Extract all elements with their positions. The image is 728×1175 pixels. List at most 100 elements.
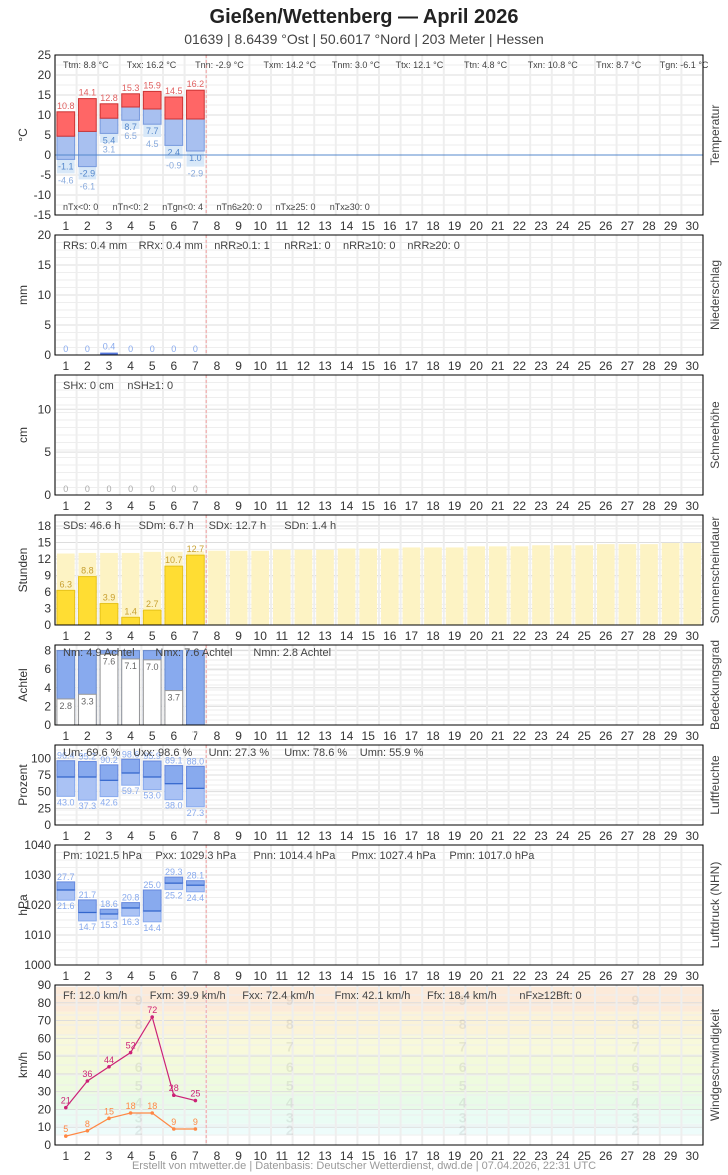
x-tick-label: 5 xyxy=(149,219,156,233)
beaufort-label: 6 xyxy=(459,1059,467,1075)
y-tick-label: 50 xyxy=(38,1049,52,1063)
x-tick-label: 20 xyxy=(470,499,484,513)
x-tick-label: 25 xyxy=(578,729,592,743)
y-tick-label: 6 xyxy=(44,662,51,676)
beaufort-label: 3 xyxy=(135,1110,143,1126)
x-tick-label: 15 xyxy=(362,969,376,983)
x-tick-label: 21 xyxy=(491,499,505,513)
humidity-lower-bar xyxy=(186,787,205,808)
stat-label: Tnx: 8.7 °C xyxy=(596,60,642,70)
beaufort-label: 2 xyxy=(286,1122,294,1138)
x-tick-label: 14 xyxy=(340,1149,354,1163)
y-tick-label: 5 xyxy=(44,128,51,142)
possible-sunshine-bar xyxy=(618,544,637,625)
possible-sunshine-bar xyxy=(359,548,378,625)
x-tick-label: 27 xyxy=(621,729,635,743)
svg-text:21: 21 xyxy=(61,1096,71,1106)
svg-text:72: 72 xyxy=(147,1005,157,1015)
pressure-lower-bar xyxy=(56,889,76,901)
x-tick-label: 15 xyxy=(362,629,376,643)
stat-label: SHx: 0 cm xyxy=(63,380,114,392)
svg-text:0: 0 xyxy=(171,484,176,494)
beaufort-label: 7 xyxy=(286,1038,294,1054)
x-tick-label: 2 xyxy=(84,629,91,643)
svg-text:36: 36 xyxy=(82,1069,92,1079)
pressure-upper-bar xyxy=(99,908,119,915)
pressure-lower-bar xyxy=(186,884,205,893)
x-tick-label: 7 xyxy=(192,829,199,843)
x-tick-label: 19 xyxy=(448,359,462,373)
y-tick-label: 20 xyxy=(38,228,52,242)
x-tick-label: 11 xyxy=(276,359,289,373)
x-tick-label: 8 xyxy=(214,1149,221,1163)
wind-panel: 90 80 70 60 50 40 30 20 10 0 km/h Windgeschwindigke… xyxy=(16,978,722,1163)
y-tick-label: 10 xyxy=(38,402,52,416)
x-tick-label: 24 xyxy=(556,729,570,743)
x-tick-label: 1 xyxy=(62,729,69,743)
stat-label: Fxx: 72.4 km/h xyxy=(242,990,314,1002)
x-tick-label: 23 xyxy=(534,969,548,983)
possible-sunshine-bar xyxy=(251,550,270,625)
x-tick-label: 9 xyxy=(235,729,242,743)
svg-text:95.9: 95.9 xyxy=(143,751,161,761)
svg-text:3.7: 3.7 xyxy=(168,693,181,703)
x-tick-label: 12 xyxy=(297,1149,311,1163)
x-tick-label: 2 xyxy=(84,969,91,983)
stat-label: Txx: 16.2 °C xyxy=(127,60,177,70)
svg-text:2.4: 2.4 xyxy=(168,147,181,157)
stat-label: nRR≥10: 0 xyxy=(343,240,396,252)
svg-text:0: 0 xyxy=(63,344,68,354)
x-tick-label: 15 xyxy=(362,359,376,373)
x-tick-label: 23 xyxy=(534,729,548,743)
beaufort-label: 2 xyxy=(459,1122,467,1138)
svg-text:8.8: 8.8 xyxy=(81,566,94,576)
x-tick-label: 7 xyxy=(192,969,199,983)
x-tick-label: 25 xyxy=(578,829,592,843)
beaufort-label: 9 xyxy=(135,992,143,1008)
x-tick-label: 29 xyxy=(664,829,678,843)
svg-text:0.4: 0.4 xyxy=(103,342,116,352)
x-tick-label: 14 xyxy=(340,219,354,233)
x-tick-label: 30 xyxy=(686,499,700,513)
stat-label: Fxm: 39.9 km/h xyxy=(150,990,226,1002)
possible-sunshine-bar xyxy=(640,544,658,625)
stat-label: Uxx: 98.6 % xyxy=(133,747,193,759)
x-tick-label: 23 xyxy=(534,829,548,843)
x-tick-label: 30 xyxy=(686,359,700,373)
x-tick-label: 4 xyxy=(127,729,134,743)
svg-text:10.8: 10.8 xyxy=(57,101,75,111)
x-tick-label: 3 xyxy=(106,829,113,843)
humidity-lower-bar xyxy=(56,776,76,797)
svg-text:6.3: 6.3 xyxy=(60,579,73,589)
x-tick-label: 5 xyxy=(149,359,156,373)
y-tick-label: 40 xyxy=(38,1067,52,1081)
x-tick-label: 26 xyxy=(599,829,613,843)
panel-title: Windgeschwindigkeit xyxy=(708,1008,722,1121)
stat-label: Txm: 14.2 °C xyxy=(264,60,317,70)
x-tick-label: 9 xyxy=(235,219,242,233)
beaufort-label: 5 xyxy=(135,1078,143,1094)
x-tick-label: 19 xyxy=(448,729,462,743)
possible-sunshine-bar xyxy=(208,550,226,625)
sunshine-bar xyxy=(121,616,140,626)
sunshine-bar xyxy=(99,603,119,626)
x-tick-label: 30 xyxy=(686,629,700,643)
y-tick-label: 12 xyxy=(38,552,52,566)
stat-label: nTgn<0: 4 xyxy=(162,202,203,212)
stat-label: SDn: 1.4 h xyxy=(284,520,336,532)
x-tick-label: 29 xyxy=(664,969,678,983)
svg-text:25.2: 25.2 xyxy=(165,890,183,900)
possible-sunshine-bar xyxy=(272,549,291,625)
x-tick-label: 13 xyxy=(318,629,332,643)
y-tick-label: 50 xyxy=(38,785,52,799)
x-tick-label: 3 xyxy=(106,969,113,983)
x-tick-label: 9 xyxy=(235,499,242,513)
x-tick-label: 2 xyxy=(84,219,91,233)
x-tick-label: 20 xyxy=(470,1149,484,1163)
y-tick-label: 8 xyxy=(44,644,51,658)
x-tick-label: 19 xyxy=(448,499,462,513)
x-tick-label: 1 xyxy=(62,629,69,643)
tmax-bar xyxy=(164,96,184,120)
